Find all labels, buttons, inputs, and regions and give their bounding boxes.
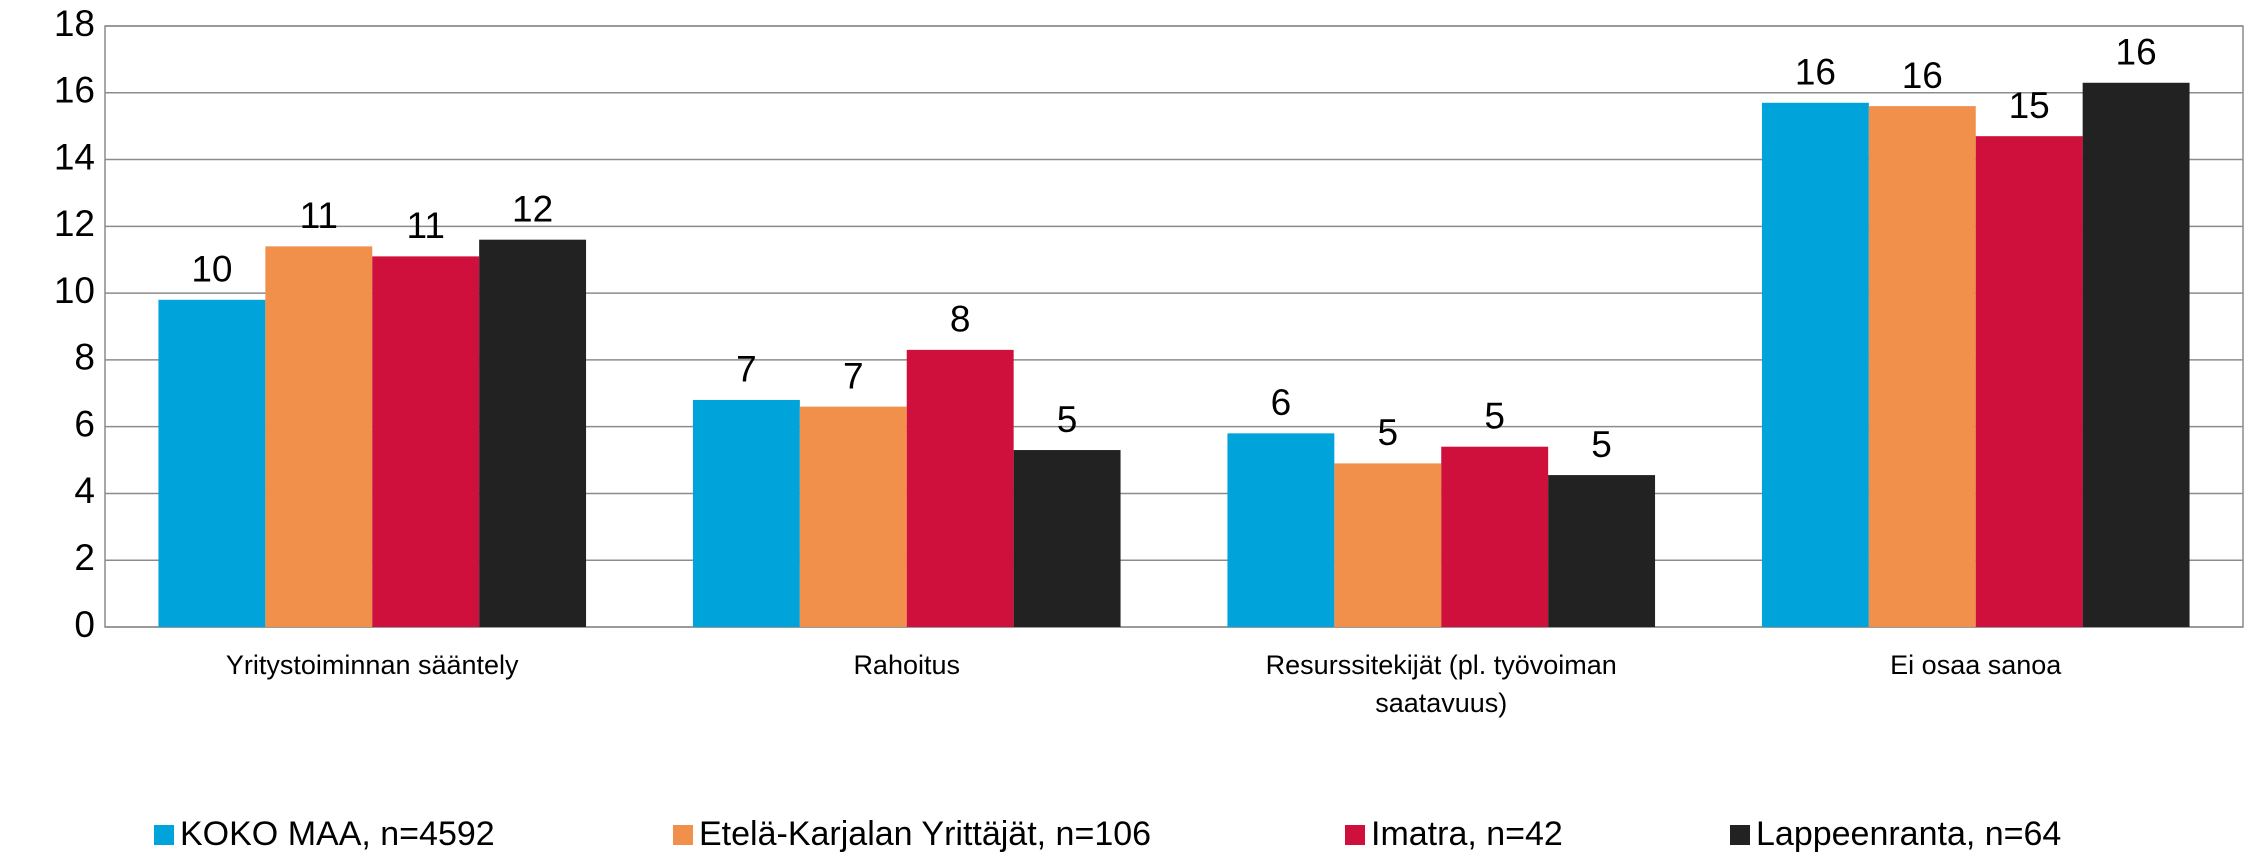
- data-label: 16: [1795, 52, 1836, 93]
- data-label: 6: [1271, 382, 1292, 423]
- legend-label: KOKO MAA, n=4592: [180, 815, 495, 853]
- bar: [265, 246, 373, 627]
- data-label: 5: [1484, 395, 1505, 436]
- legend-swatch: [154, 824, 174, 845]
- legend-item: Imatra, n=42: [1345, 815, 1563, 853]
- y-tick-label: 12: [54, 203, 95, 244]
- y-tick-label: 8: [74, 337, 95, 378]
- bar: [158, 299, 266, 627]
- bar: [799, 406, 907, 627]
- y-tick-label: 10: [54, 270, 95, 311]
- y-tick-label: 2: [74, 537, 95, 578]
- data-label: 5: [1057, 399, 1078, 440]
- legend-label: Imatra, n=42: [1371, 815, 1563, 853]
- x-tick-label: Ei osaa sanoa: [1890, 650, 2062, 680]
- bar: [692, 399, 800, 627]
- data-label: 7: [736, 349, 757, 390]
- data-label: 16: [1902, 55, 1943, 96]
- legend-label: Etelä-Karjalan Yrittäjät, n=106: [699, 815, 1152, 853]
- bar: [1868, 106, 1976, 628]
- bar: [372, 256, 480, 627]
- data-label: 12: [512, 188, 553, 229]
- legend-item: KOKO MAA, n=4592: [154, 815, 495, 853]
- legend-label: Lappeenranta, n=64: [1756, 815, 2062, 853]
- bar: [1761, 102, 1869, 628]
- data-label: 7: [843, 355, 864, 396]
- x-tick-label: Rahoitus: [853, 650, 961, 680]
- x-tick-label: Yritystoiminnan sääntely: [225, 650, 519, 680]
- legend-item: Etelä-Karjalan Yrittäjät, n=106: [673, 815, 1151, 853]
- data-label: 10: [191, 249, 232, 290]
- bar: [1334, 463, 1442, 627]
- legend-swatch: [673, 824, 693, 845]
- legend-swatch: [1730, 824, 1750, 845]
- data-label: 5: [1378, 412, 1399, 453]
- bar: [1441, 446, 1549, 627]
- data-label: 11: [300, 195, 338, 236]
- bar: [1975, 136, 2083, 627]
- y-tick-label: 16: [54, 70, 95, 111]
- bar: [2082, 82, 2190, 627]
- bar: [1548, 475, 1656, 627]
- bar: [906, 349, 1014, 627]
- data-label: 15: [2009, 85, 2050, 126]
- data-label: 8: [950, 299, 971, 340]
- bar: [1227, 433, 1335, 627]
- legend-item: Lappeenranta, n=64: [1730, 815, 2061, 853]
- data-label: 16: [2116, 32, 2157, 73]
- y-tick-label: 6: [74, 403, 95, 444]
- bar: [1013, 450, 1121, 627]
- plot-frame: [104, 25, 2244, 628]
- bar: [479, 239, 587, 627]
- legend-swatch: [1345, 824, 1365, 845]
- y-tick-label: 18: [54, 3, 95, 44]
- y-tick-label: 14: [54, 136, 95, 177]
- y-tick-label: 0: [74, 604, 95, 645]
- x-tick-label: Resurssitekijät (pl. työvoiman saatavuus…: [1265, 650, 1617, 718]
- data-label: 11: [406, 205, 444, 246]
- y-tick-label: 4: [74, 470, 95, 511]
- data-label: 5: [1591, 424, 1612, 465]
